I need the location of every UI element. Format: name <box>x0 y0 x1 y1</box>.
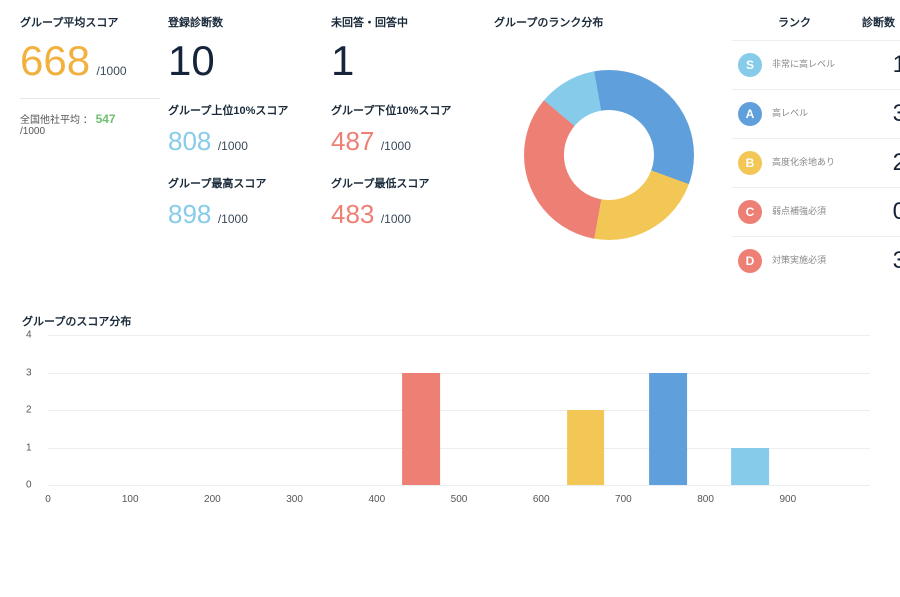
rank-count: 0 <box>866 198 900 226</box>
kpi-group-avg: グループ平均スコア 668 /1000 全国他社平均 ： 547 /1000 <box>20 14 160 285</box>
rank-label: 弱点補強必須 <box>766 206 866 218</box>
rank-row: D 対策実施必須3 <box>732 236 900 285</box>
barchart: 012340100200300400500600700800900 <box>48 335 870 505</box>
barchart-bar <box>567 410 605 485</box>
barchart-xlabel: 400 <box>368 494 385 505</box>
kpi-title: グループ平均スコア <box>20 14 160 30</box>
barchart-ylabel: 4 <box>26 330 32 341</box>
rank-count: 3 <box>866 100 900 128</box>
kpi-title: グループ下位10%スコア <box>331 102 486 118</box>
donut-title: グループのランク分布 <box>494 14 724 30</box>
barchart-ylabel: 1 <box>26 442 32 453</box>
kpi-value: 898 <box>168 199 211 229</box>
barchart-ylabel: 3 <box>26 367 32 378</box>
barchart-xlabel: 100 <box>122 494 139 505</box>
rank-count: 2 <box>866 149 900 177</box>
rank-label: 非常に高レベル <box>766 59 866 71</box>
rank-badge: C <box>738 200 762 224</box>
donut-chart <box>494 40 724 270</box>
kpi-title: グループ上位10%スコア <box>168 102 323 118</box>
kpi-value: 487 <box>331 126 374 156</box>
divider <box>20 98 160 99</box>
rank-label: 対策実施必須 <box>766 255 866 267</box>
barchart-ylabel: 2 <box>26 405 32 416</box>
rank-row: A 高レベル3 <box>732 89 900 138</box>
barchart-xlabel: 900 <box>779 494 796 505</box>
barchart-ylabel: 0 <box>26 480 32 491</box>
rank-count: 3 <box>866 247 900 275</box>
barchart-xlabel: 800 <box>697 494 714 505</box>
kpi-suffix: /1000 <box>218 212 248 226</box>
rank-row: B 高度化余地あり2 <box>732 138 900 187</box>
kpi-suffix: /1000 <box>97 64 127 78</box>
national-average-value: 547 <box>96 112 116 126</box>
rank-badge: A <box>738 102 762 126</box>
rank-label: 高レベル <box>766 108 866 120</box>
barchart-xlabel: 0 <box>45 494 51 505</box>
rank-label: 高度化余地あり <box>766 157 866 169</box>
kpi-col-2: 登録診断数 10 グループ上位10%スコア 808 /1000 グループ最高スコ… <box>168 14 323 285</box>
kpi-title: 未回答・回答中 <box>331 14 486 30</box>
barchart-xlabel: 500 <box>451 494 468 505</box>
kpi-title: グループ最低スコア <box>331 175 486 191</box>
barchart-xlabel: 700 <box>615 494 632 505</box>
kpi-suffix: /1000 <box>381 139 411 153</box>
barchart-xlabel: 200 <box>204 494 221 505</box>
kpi-col-3: 未回答・回答中 1 グループ下位10%スコア 487 /1000 グループ最低ス… <box>331 14 486 285</box>
kpi-title: グループ最高スコア <box>168 175 323 191</box>
barchart-bar <box>649 373 687 486</box>
kpi-value: 1 <box>331 37 354 84</box>
national-average-prefix: 全国他社平均 ： <box>20 115 93 126</box>
barchart-xlabel: 600 <box>533 494 550 505</box>
rank-badge: D <box>738 249 762 273</box>
national-average-suffix: /1000 <box>20 126 45 137</box>
national-average: 全国他社平均 ： 547 /1000 <box>20 111 160 137</box>
kpi-value-row: 668 /1000 <box>20 40 160 82</box>
barchart-xlabel: 300 <box>286 494 303 505</box>
kpi-value: 10 <box>168 37 215 84</box>
barchart-bar <box>402 373 440 486</box>
rank-row: S 非常に高レベル1 <box>732 40 900 89</box>
rank-header-rank: ランク <box>738 14 851 30</box>
kpi-suffix: /1000 <box>381 212 411 226</box>
barchart-bar <box>731 448 769 486</box>
rank-row: C 弱点補強必須0 <box>732 187 900 236</box>
kpi-value: 808 <box>168 126 211 156</box>
rank-badge: B <box>738 151 762 175</box>
kpi-value: 483 <box>331 199 374 229</box>
kpi-title: 登録診断数 <box>168 14 323 30</box>
barchart-title: グループのスコア分布 <box>22 313 880 329</box>
kpi-value: 668 <box>20 37 90 84</box>
rank-badge: S <box>738 53 762 77</box>
donut-section: グループのランク分布 <box>494 14 724 285</box>
rank-table: ランク 診断数 S非常に高レベル1A高レベル3B高度化余地あり2C弱点補強必須0… <box>732 14 900 285</box>
rank-count: 1 <box>866 51 900 79</box>
kpi-suffix: /1000 <box>218 139 248 153</box>
rank-header-count: 診断数 <box>851 14 900 30</box>
